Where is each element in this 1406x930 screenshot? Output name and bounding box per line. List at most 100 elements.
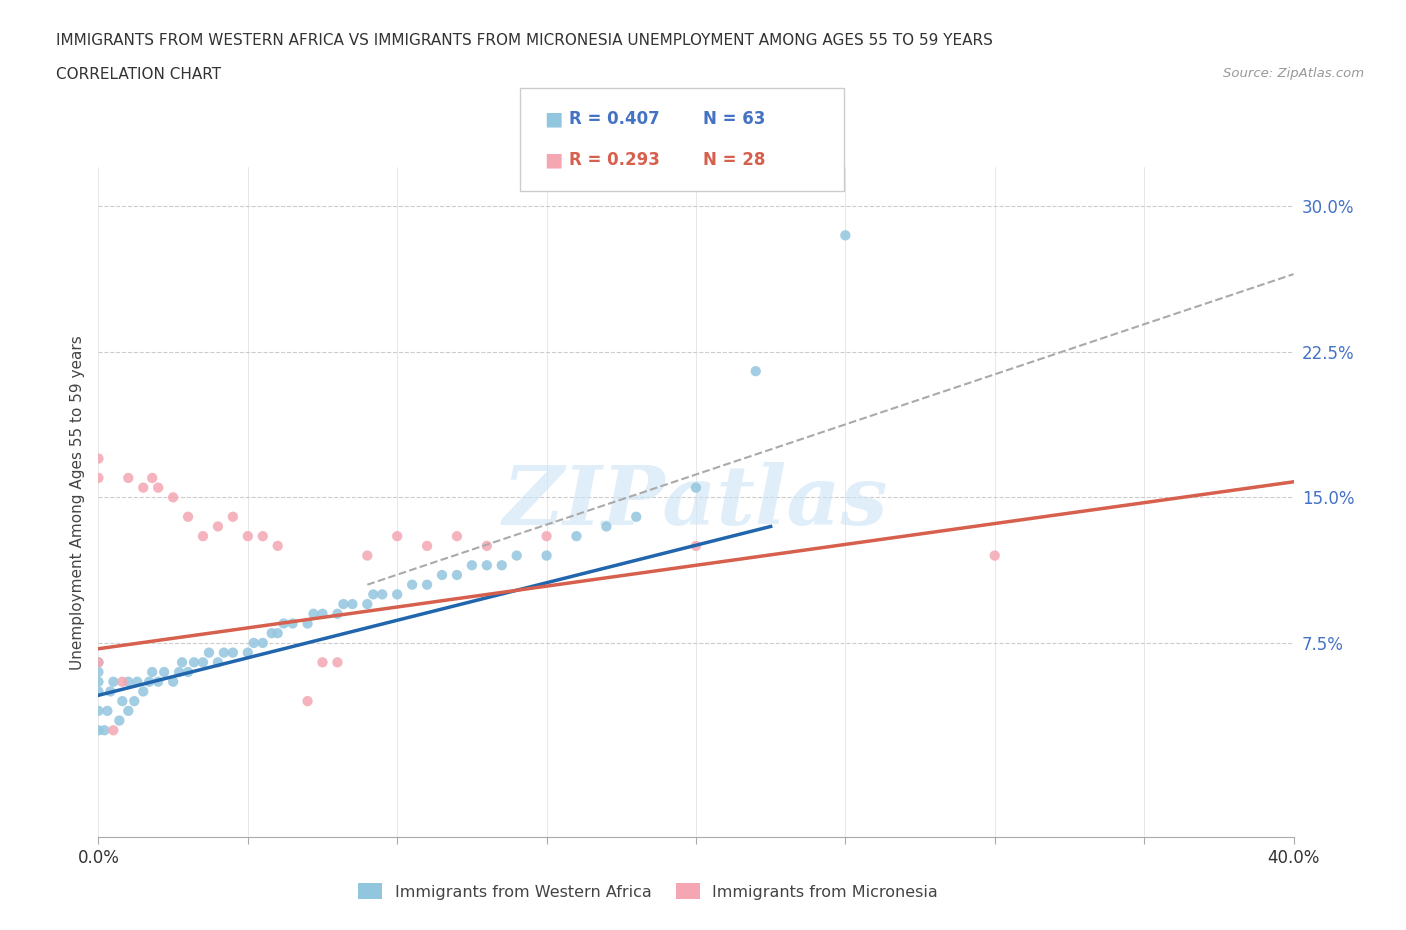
Point: [385, 529, 409, 544]
Point: [87, 655, 110, 670]
Point: [132, 684, 155, 698]
Point: [475, 538, 498, 553]
Point: [983, 548, 1005, 563]
Point: [183, 655, 205, 670]
Point: [371, 587, 394, 602]
Point: [536, 529, 558, 544]
Point: [111, 674, 134, 689]
Point: [243, 635, 266, 650]
Point: [93, 723, 115, 737]
Point: [252, 635, 274, 650]
Point: [342, 597, 364, 612]
Point: [356, 597, 378, 612]
Point: [267, 538, 290, 553]
Point: [87, 703, 110, 718]
Point: [103, 674, 125, 689]
Point: [111, 694, 134, 709]
Point: [117, 471, 139, 485]
Point: [311, 655, 333, 670]
Point: [87, 665, 110, 680]
Text: ■: ■: [544, 151, 562, 169]
Point: [87, 451, 110, 466]
Point: [103, 723, 125, 737]
Point: [96, 703, 118, 718]
Point: [363, 587, 385, 602]
Legend: Immigrants from Western Africa, Immigrants from Micronesia: Immigrants from Western Africa, Immigran…: [352, 877, 945, 906]
Point: [167, 665, 190, 680]
Point: [430, 567, 453, 582]
Point: [117, 674, 139, 689]
Point: [475, 558, 498, 573]
Point: [87, 684, 110, 698]
Point: [326, 655, 349, 670]
Point: [162, 674, 184, 689]
Point: [297, 694, 319, 709]
Y-axis label: Unemployment Among Ages 55 to 59 years: Unemployment Among Ages 55 to 59 years: [69, 335, 84, 670]
Point: [332, 597, 354, 612]
Point: [416, 538, 439, 553]
Text: CORRELATION CHART: CORRELATION CHART: [56, 67, 221, 82]
Point: [207, 655, 229, 670]
Text: N = 63: N = 63: [703, 110, 765, 128]
Text: N = 28: N = 28: [703, 151, 765, 169]
Point: [273, 616, 295, 631]
Point: [446, 567, 468, 582]
Point: [177, 665, 200, 680]
Point: [236, 645, 259, 660]
Point: [565, 529, 588, 544]
Point: [236, 529, 259, 544]
Point: [745, 364, 768, 379]
Point: [177, 510, 200, 525]
Text: R = 0.293: R = 0.293: [569, 151, 661, 169]
Text: ■: ■: [544, 110, 562, 128]
Point: [198, 645, 221, 660]
Point: [127, 674, 149, 689]
Point: [302, 606, 325, 621]
Point: [141, 665, 163, 680]
Point: [461, 558, 484, 573]
Point: [222, 510, 245, 525]
Point: [87, 723, 110, 737]
Point: [172, 655, 194, 670]
Point: [148, 480, 170, 495]
Text: Source: ZipAtlas.com: Source: ZipAtlas.com: [1223, 67, 1364, 80]
Point: [108, 713, 131, 728]
Point: [385, 587, 409, 602]
Point: [222, 645, 245, 660]
Point: [297, 616, 319, 631]
Point: [595, 519, 617, 534]
Point: [98, 684, 122, 698]
Point: [207, 519, 229, 534]
Point: [491, 558, 513, 573]
Point: [132, 480, 155, 495]
Text: IMMIGRANTS FROM WESTERN AFRICA VS IMMIGRANTS FROM MICRONESIA UNEMPLOYMENT AMONG : IMMIGRANTS FROM WESTERN AFRICA VS IMMIGR…: [56, 33, 993, 47]
Point: [685, 538, 707, 553]
Point: [191, 529, 214, 544]
Point: [153, 665, 176, 680]
Point: [446, 529, 468, 544]
Point: [191, 655, 214, 670]
Point: [252, 529, 274, 544]
Point: [212, 645, 235, 660]
Point: [416, 578, 439, 592]
Text: ZIPatlas: ZIPatlas: [503, 462, 889, 542]
Point: [536, 548, 558, 563]
Point: [138, 674, 160, 689]
Point: [685, 480, 707, 495]
Point: [87, 471, 110, 485]
Point: [267, 626, 290, 641]
Point: [401, 578, 423, 592]
Point: [87, 674, 110, 689]
Point: [117, 703, 139, 718]
Point: [124, 694, 146, 709]
Text: R = 0.407: R = 0.407: [569, 110, 661, 128]
Point: [624, 510, 647, 525]
Point: [260, 626, 283, 641]
Point: [162, 490, 184, 505]
Point: [506, 548, 529, 563]
Point: [356, 548, 378, 563]
Point: [834, 228, 856, 243]
Point: [311, 606, 333, 621]
Point: [281, 616, 304, 631]
Point: [326, 606, 349, 621]
